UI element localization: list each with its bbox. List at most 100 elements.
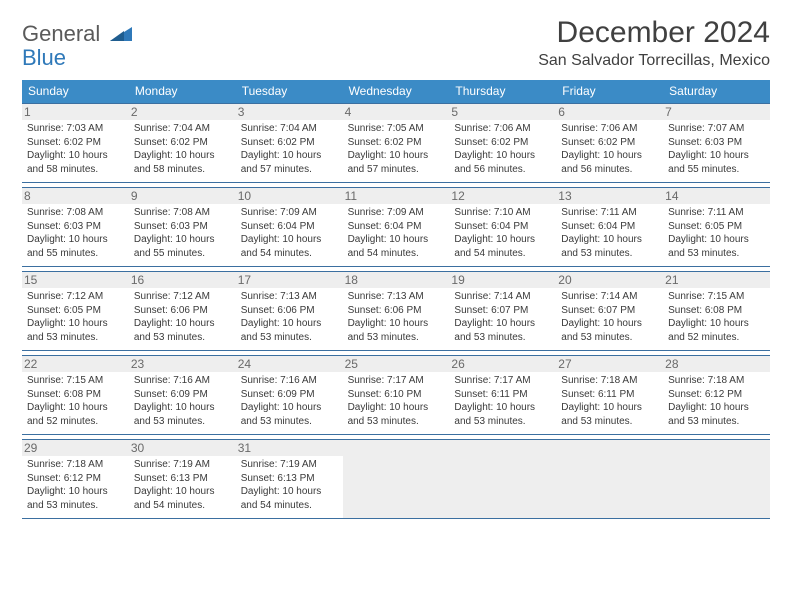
day-detail-line: Sunrise: 7:08 AM bbox=[134, 206, 231, 220]
day-detail-line: Daylight: 10 hours bbox=[134, 317, 231, 331]
day-number: 5 bbox=[449, 104, 556, 120]
day-number: 29 bbox=[22, 440, 129, 456]
day-detail-line: Daylight: 10 hours bbox=[348, 233, 445, 247]
day-detail-line: Sunset: 6:02 PM bbox=[241, 136, 338, 150]
day-detail-line: and 52 minutes. bbox=[668, 331, 765, 345]
day-detail-line: Sunrise: 7:18 AM bbox=[27, 458, 124, 472]
day-detail-line: Sunset: 6:02 PM bbox=[561, 136, 658, 150]
day-detail-line: Sunrise: 7:14 AM bbox=[561, 290, 658, 304]
day-detail-line: Sunrise: 7:05 AM bbox=[348, 122, 445, 136]
day-cell: 20Sunrise: 7:14 AMSunset: 6:07 PMDayligh… bbox=[556, 272, 663, 350]
day-detail-line: Sunset: 6:05 PM bbox=[27, 304, 124, 318]
day-detail-line: and 56 minutes. bbox=[454, 163, 551, 177]
day-detail-line: Daylight: 10 hours bbox=[241, 149, 338, 163]
day-detail-line: and 54 minutes. bbox=[241, 247, 338, 261]
day-number: 28 bbox=[663, 356, 770, 372]
day-detail-line: Sunrise: 7:15 AM bbox=[27, 374, 124, 388]
day-number: 19 bbox=[449, 272, 556, 288]
day-cell bbox=[449, 440, 556, 518]
day-detail-line: Sunset: 6:04 PM bbox=[454, 220, 551, 234]
day-cell: 13Sunrise: 7:11 AMSunset: 6:04 PMDayligh… bbox=[556, 188, 663, 266]
dow-thursday: Thursday bbox=[449, 80, 556, 103]
day-number: 12 bbox=[449, 188, 556, 204]
day-detail-line: Sunset: 6:02 PM bbox=[348, 136, 445, 150]
day-number: 16 bbox=[129, 272, 236, 288]
day-detail-line: and 53 minutes. bbox=[348, 331, 445, 345]
day-detail-line: and 57 minutes. bbox=[348, 163, 445, 177]
day-cell: 6Sunrise: 7:06 AMSunset: 6:02 PMDaylight… bbox=[556, 104, 663, 182]
day-cell: 11 Sunrise: 7:09 AMSunset: 6:04 PMDayligh… bbox=[343, 188, 450, 266]
day-detail-line: Sunset: 6:03 PM bbox=[668, 136, 765, 150]
day-detail-line: Sunrise: 7:13 AM bbox=[241, 290, 338, 304]
day-cell: 3Sunrise: 7:04 AMSunset: 6:02 PMDaylight… bbox=[236, 104, 343, 182]
day-detail-line: Sunset: 6:04 PM bbox=[348, 220, 445, 234]
day-detail-line: and 53 minutes. bbox=[241, 415, 338, 429]
day-cell: 19 Sunrise: 7:14 AMSunset: 6:07 PMDayligh… bbox=[449, 272, 556, 350]
day-cell: 27Sunrise: 7:18 AMSunset: 6:11 PMDayligh… bbox=[556, 356, 663, 434]
day-cell: 10Sunrise: 7:09 AMSunset: 6:04 PMDayligh… bbox=[236, 188, 343, 266]
day-detail-line: Sunset: 6:09 PM bbox=[241, 388, 338, 402]
day-detail-line: Sunrise: 7:06 AM bbox=[454, 122, 551, 136]
day-cell: 12Sunrise: 7:10 AMSunset: 6:04 PMDayligh… bbox=[449, 188, 556, 266]
day-number: 3 bbox=[236, 104, 343, 120]
day-detail-line: Sunset: 6:04 PM bbox=[561, 220, 658, 234]
day-detail-line: Sunset: 6:10 PM bbox=[348, 388, 445, 402]
day-detail-line: and 57 minutes. bbox=[241, 163, 338, 177]
day-detail-line: and 56 minutes. bbox=[561, 163, 658, 177]
day-detail-line: Sunset: 6:12 PM bbox=[668, 388, 765, 402]
day-cell: 28Sunrise: 7:18 AMSunset: 6:12 PMDayligh… bbox=[663, 356, 770, 434]
day-cell: 1Sunrise: 7:03 AMSunset: 6:02 PMDaylight… bbox=[22, 104, 129, 182]
day-detail-line: Sunset: 6:08 PM bbox=[27, 388, 124, 402]
day-detail-line: Sunrise: 7:18 AM bbox=[668, 374, 765, 388]
logo-word-2: Blue bbox=[22, 45, 66, 70]
day-cell: 22Sunrise: 7:15 AMSunset: 6:08 PMDayligh… bbox=[22, 356, 129, 434]
day-detail-line: Daylight: 10 hours bbox=[348, 149, 445, 163]
day-detail-line: and 53 minutes. bbox=[27, 331, 124, 345]
day-detail-line: Sunset: 6:13 PM bbox=[134, 472, 231, 486]
day-detail-line: Daylight: 10 hours bbox=[454, 401, 551, 415]
day-cell: 30Sunrise: 7:19 AMSunset: 6:13 PMDayligh… bbox=[129, 440, 236, 518]
day-cell: 25Sunrise: 7:17 AMSunset: 6:10 PMDayligh… bbox=[343, 356, 450, 434]
day-number: 25 bbox=[343, 356, 450, 372]
day-cell: 17Sunrise: 7:13 AMSunset: 6:06 PMDayligh… bbox=[236, 272, 343, 350]
day-number: 30 bbox=[129, 440, 236, 456]
day-detail-line: Sunrise: 7:14 AM bbox=[454, 290, 551, 304]
week-row: 8Sunrise: 7:08 AMSunset: 6:03 PMDaylight… bbox=[22, 187, 770, 267]
day-detail-line: and 58 minutes. bbox=[134, 163, 231, 177]
day-detail-line: Sunset: 6:02 PM bbox=[454, 136, 551, 150]
day-number: 9 bbox=[129, 188, 236, 204]
day-detail-line: and 54 minutes. bbox=[454, 247, 551, 261]
day-detail-line: Daylight: 10 hours bbox=[134, 485, 231, 499]
day-detail-line: Sunrise: 7:07 AM bbox=[668, 122, 765, 136]
day-number: 14 bbox=[663, 188, 770, 204]
day-detail-line: and 54 minutes. bbox=[134, 499, 231, 513]
day-detail-line: Sunrise: 7:04 AM bbox=[134, 122, 231, 136]
day-detail-line: and 53 minutes. bbox=[27, 499, 124, 513]
day-detail-line: and 53 minutes. bbox=[454, 415, 551, 429]
day-number: 27 bbox=[556, 356, 663, 372]
day-cell: 26Sunrise: 7:17 AMSunset: 6:11 PMDayligh… bbox=[449, 356, 556, 434]
day-detail-line: Daylight: 10 hours bbox=[561, 401, 658, 415]
day-detail-line: Sunrise: 7:09 AM bbox=[348, 206, 445, 220]
day-detail-line: Daylight: 10 hours bbox=[241, 485, 338, 499]
day-cell: 15Sunrise: 7:12 AMSunset: 6:05 PMDayligh… bbox=[22, 272, 129, 350]
day-detail-line: Daylight: 10 hours bbox=[668, 149, 765, 163]
day-detail-line: Sunset: 6:12 PM bbox=[27, 472, 124, 486]
week-row: 22Sunrise: 7:15 AMSunset: 6:08 PMDayligh… bbox=[22, 355, 770, 435]
day-detail-line: Sunset: 6:07 PM bbox=[454, 304, 551, 318]
day-detail-line: and 53 minutes. bbox=[134, 331, 231, 345]
day-detail-line: Sunset: 6:06 PM bbox=[241, 304, 338, 318]
day-detail-line: Sunset: 6:11 PM bbox=[454, 388, 551, 402]
dow-sunday: Sunday bbox=[22, 80, 129, 103]
logo-word-1: General bbox=[22, 21, 100, 46]
day-detail-line: and 53 minutes. bbox=[668, 247, 765, 261]
day-detail-line: and 54 minutes. bbox=[348, 247, 445, 261]
day-detail-line: Sunset: 6:08 PM bbox=[668, 304, 765, 318]
day-number: 21 bbox=[663, 272, 770, 288]
day-detail-line: Daylight: 10 hours bbox=[454, 317, 551, 331]
week-row: 1Sunrise: 7:03 AMSunset: 6:02 PMDaylight… bbox=[22, 103, 770, 183]
day-number: 11 bbox=[343, 188, 450, 204]
day-detail-line: Sunset: 6:05 PM bbox=[668, 220, 765, 234]
logo: General Blue bbox=[22, 16, 132, 70]
day-detail-line: Sunset: 6:03 PM bbox=[134, 220, 231, 234]
